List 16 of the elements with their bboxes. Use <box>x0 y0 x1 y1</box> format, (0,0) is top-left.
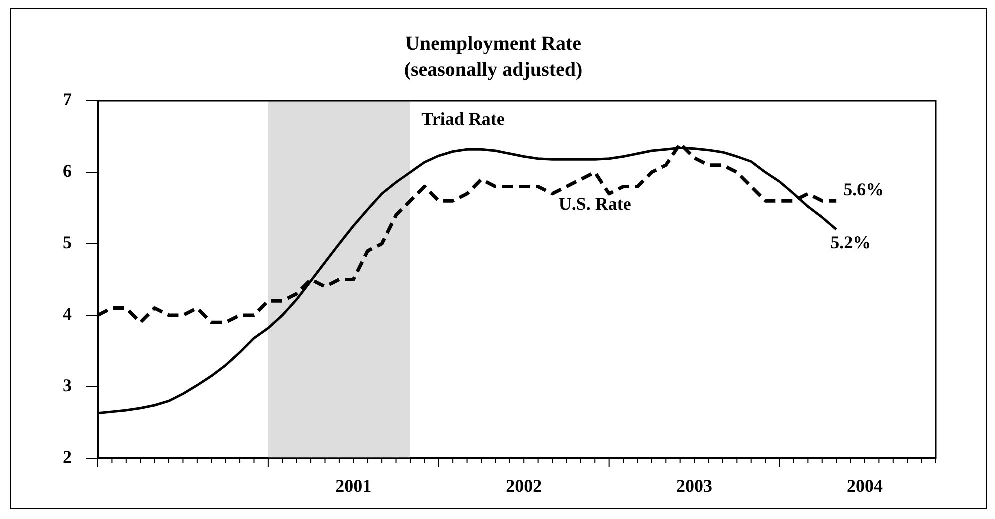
chart-title: Unemployment Rate <box>405 33 582 56</box>
y-tick-label: 6 <box>63 161 72 182</box>
x-tick-label: 2003 <box>676 476 713 496</box>
y-tick-label: 2 <box>63 447 72 468</box>
x-tick-label: 2001 <box>336 476 372 496</box>
y-tick-label: 3 <box>63 376 72 396</box>
x-tick-label: 2004 <box>846 476 883 496</box>
data-label: 5.2% <box>830 232 872 252</box>
y-tick-label: 7 <box>63 90 72 110</box>
data-label: 5.6% <box>844 180 884 200</box>
series-label: U.S. Rate <box>558 194 632 214</box>
x-tick-label: 2002 <box>506 476 542 496</box>
y-tick-label: 4 <box>63 304 72 324</box>
series-label: Triad Rate <box>422 109 505 130</box>
chart-subtitle: (seasonally adjusted) <box>404 59 583 82</box>
y-tick-label: 5 <box>63 232 72 253</box>
